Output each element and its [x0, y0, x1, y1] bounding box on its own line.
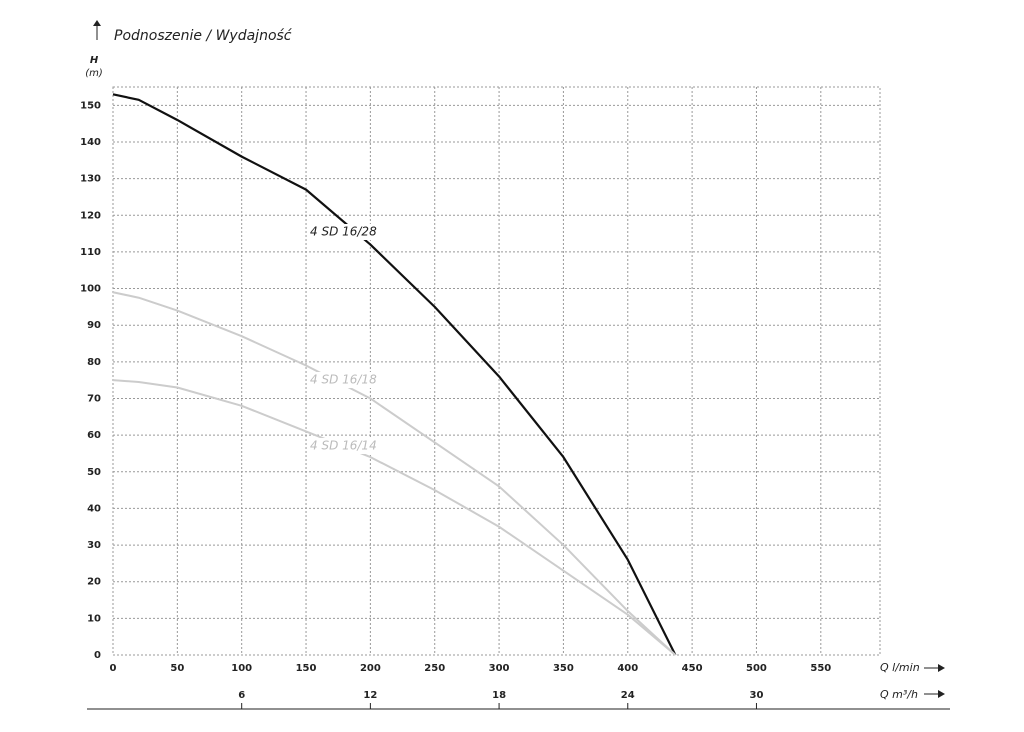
x-axis-label: Q l/min	[880, 661, 920, 674]
arrow-head	[93, 20, 101, 26]
curve	[112, 291, 677, 656]
x2-tick-label: 24	[621, 690, 635, 701]
y-tick-label: 0	[94, 650, 101, 661]
y-tick-label: 130	[80, 174, 101, 185]
x2-tick-label: 12	[363, 690, 377, 701]
y-tick-label: 60	[87, 430, 101, 441]
x-tick-label: 50	[170, 663, 184, 674]
chart-title: Podnoszenie / Wydajność	[114, 28, 293, 44]
y-axis-label: H	[90, 55, 99, 66]
x2-tick-label: 6	[238, 690, 245, 701]
x2-tick-label: 18	[492, 690, 506, 701]
y-tick-label: 120	[80, 210, 101, 221]
label-bg	[308, 372, 374, 388]
y-tick-label: 10	[87, 613, 101, 624]
y-tick-label: 150	[80, 100, 101, 111]
x-tick-label: 200	[360, 663, 381, 674]
x2-tick-label: 30	[749, 690, 763, 701]
y-tick-label: 90	[87, 320, 101, 331]
y-axis-unit: (m)	[85, 68, 103, 79]
curve-label: 4 SD 16/28	[310, 225, 377, 239]
x-tick-label: 400	[617, 663, 638, 674]
x-tick-label: 150	[296, 663, 317, 674]
curve	[112, 93, 677, 656]
x-tick-label: 500	[746, 663, 767, 674]
y-tick-label: 50	[87, 467, 101, 478]
y-tick-label: 30	[87, 540, 101, 551]
y-tick-label: 110	[80, 247, 101, 258]
curve	[112, 379, 677, 656]
x-tick-label: 550	[810, 663, 831, 674]
arrow-head	[938, 664, 945, 672]
x2-axis-label: Q m³/h	[880, 688, 918, 701]
arrow-head	[938, 690, 945, 698]
x-tick-label: 350	[553, 663, 574, 674]
label-bg	[308, 224, 374, 240]
y-tick-label: 80	[87, 357, 101, 368]
x-tick-label: 0	[110, 663, 117, 674]
x-tick-label: 450	[682, 663, 703, 674]
curve-label: 4 SD 16/18	[310, 373, 377, 387]
y-tick-label: 70	[87, 393, 101, 404]
x-tick-label: 100	[231, 663, 252, 674]
x-tick-label: 250	[424, 663, 445, 674]
y-tick-label: 140	[80, 137, 101, 148]
label-bg	[308, 438, 374, 454]
x-tick-label: 300	[489, 663, 510, 674]
y-tick-label: 40	[87, 503, 101, 514]
y-tick-label: 100	[80, 284, 101, 295]
plot-border	[112, 86, 881, 656]
curve-label: 4 SD 16/14	[310, 439, 377, 453]
y-tick-label: 20	[87, 577, 101, 588]
